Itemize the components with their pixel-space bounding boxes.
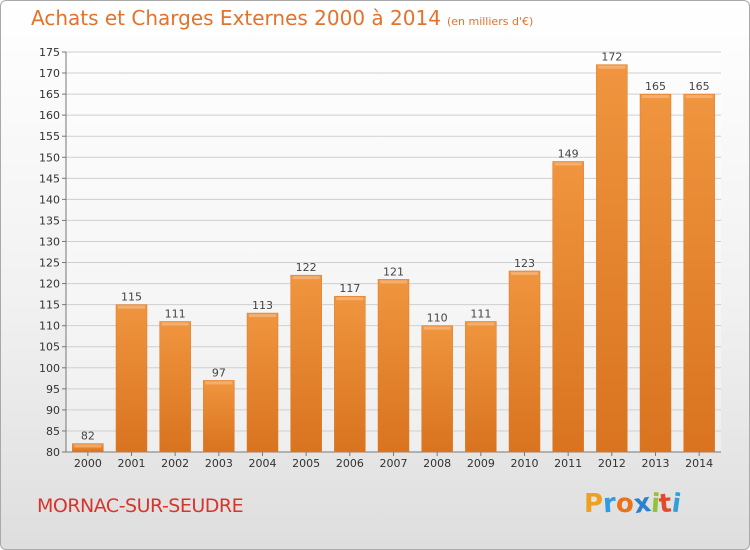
bar-highlight <box>118 305 145 309</box>
bar-highlight <box>511 271 538 275</box>
y-tick-label: 105 <box>39 341 60 354</box>
y-tick-label: 95 <box>46 383 60 396</box>
chart-title: Achats et Charges Externes 2000 à 2014 (e… <box>31 6 533 30</box>
x-tick-label: 2009 <box>467 457 495 470</box>
proxiti-logo[interactable]: Proxiti <box>584 488 683 520</box>
data-labels: 82 115 111 97 113 122 117 121 110 111 123 149 172 165… <box>81 51 710 443</box>
value-label-2003: 97 <box>212 366 226 379</box>
y-tick-label: 110 <box>39 320 60 333</box>
bar-highlight <box>554 162 582 166</box>
bar-highlight <box>205 381 233 385</box>
bar-2005 <box>290 274 322 453</box>
value-label-2002: 111 <box>165 307 186 320</box>
value-label-2011: 149 <box>558 147 579 160</box>
y-tick-label: 90 <box>46 404 60 417</box>
y-tick-label: 160 <box>39 109 60 122</box>
y-tick-label: 145 <box>39 172 60 185</box>
bar-2006 <box>334 295 366 453</box>
chart-subtitle: (en milliers d'€) <box>446 15 534 28</box>
y-tick-label: 175 <box>39 46 60 59</box>
value-label-2005: 122 <box>296 261 317 274</box>
x-tick-label: 2001 <box>118 457 146 470</box>
value-label-2010: 123 <box>514 257 535 270</box>
bar-2002 <box>159 321 191 453</box>
bar-highlight <box>74 444 102 448</box>
x-tick-label: 2006 <box>336 457 364 470</box>
bar-highlight <box>161 322 189 326</box>
value-label-2001: 115 <box>121 291 142 304</box>
x-tick-label: 2000 <box>74 457 102 470</box>
value-label-2009: 111 <box>470 307 491 320</box>
value-label-2014: 165 <box>689 80 710 93</box>
bar-highlight <box>467 322 495 326</box>
value-label-2007: 121 <box>383 265 404 278</box>
bar-2014 <box>683 93 715 453</box>
logo-letter: P <box>584 489 604 519</box>
bar-highlight <box>423 326 451 330</box>
x-tick-label: 2008 <box>423 457 451 470</box>
bar-2007 <box>377 279 410 453</box>
y-tick-label: 130 <box>39 235 60 248</box>
bar-highlight <box>249 314 276 318</box>
y-tick-label: 115 <box>39 299 60 312</box>
bars <box>72 64 715 453</box>
x-tick-label: 2011 <box>554 457 582 470</box>
x-tick-label: 2010 <box>511 457 539 470</box>
bar-2013 <box>639 93 672 453</box>
y-tick-label: 165 <box>39 88 60 101</box>
bar-2003 <box>203 380 235 453</box>
x-tick-label: 2002 <box>161 457 189 470</box>
value-label-2006: 117 <box>339 282 360 295</box>
x-tick-label: 2007 <box>380 457 408 470</box>
y-tick-label: 150 <box>39 151 60 164</box>
x-tick-label: 2003 <box>205 457 233 470</box>
y-tick-label: 100 <box>39 362 60 375</box>
bar-2004 <box>246 312 279 453</box>
y-tick-label: 170 <box>39 67 60 80</box>
bar-highlight <box>336 297 364 301</box>
bar-highlight <box>380 280 407 284</box>
bar-highlight <box>642 95 669 99</box>
axes: 80 85 90 95 100 105 110 115 120 125 130 135 140 145 15… <box>39 46 721 470</box>
bar-highlight <box>685 95 713 99</box>
y-tick-label: 140 <box>39 193 60 206</box>
value-label-2008: 110 <box>427 312 448 325</box>
bar-2012 <box>596 64 628 453</box>
y-tick-label: 85 <box>46 425 60 438</box>
bar-2010 <box>508 270 541 453</box>
y-tick-label: 155 <box>39 130 60 143</box>
x-tick-label: 2012 <box>598 457 626 470</box>
bar-2000 <box>72 443 104 453</box>
value-label-2004: 113 <box>252 299 273 312</box>
bar-2001 <box>115 304 148 453</box>
location-name: MORNAC-SUR-SEUDRE <box>37 495 244 517</box>
y-tick-label: 125 <box>39 257 60 270</box>
x-tick-label: 2005 <box>292 457 320 470</box>
bar-highlight <box>292 276 320 280</box>
bar-2008 <box>421 325 453 453</box>
x-tick-label: 2013 <box>642 457 670 470</box>
y-tick-label: 135 <box>39 214 60 227</box>
value-label-2013: 165 <box>645 80 666 93</box>
bar-2011 <box>552 161 584 453</box>
x-tick-label: 2014 <box>685 457 713 470</box>
value-label-2012: 172 <box>601 51 622 64</box>
y-tick-label: 120 <box>39 278 60 291</box>
value-label-2000: 82 <box>81 430 95 443</box>
bar-2009 <box>465 321 497 453</box>
y-tick-label: 80 <box>46 446 60 459</box>
bar-highlight <box>598 65 626 69</box>
x-tick-label: 2004 <box>249 457 277 470</box>
chart-title-text: Achats et Charges Externes 2000 à 2014 <box>31 6 441 30</box>
